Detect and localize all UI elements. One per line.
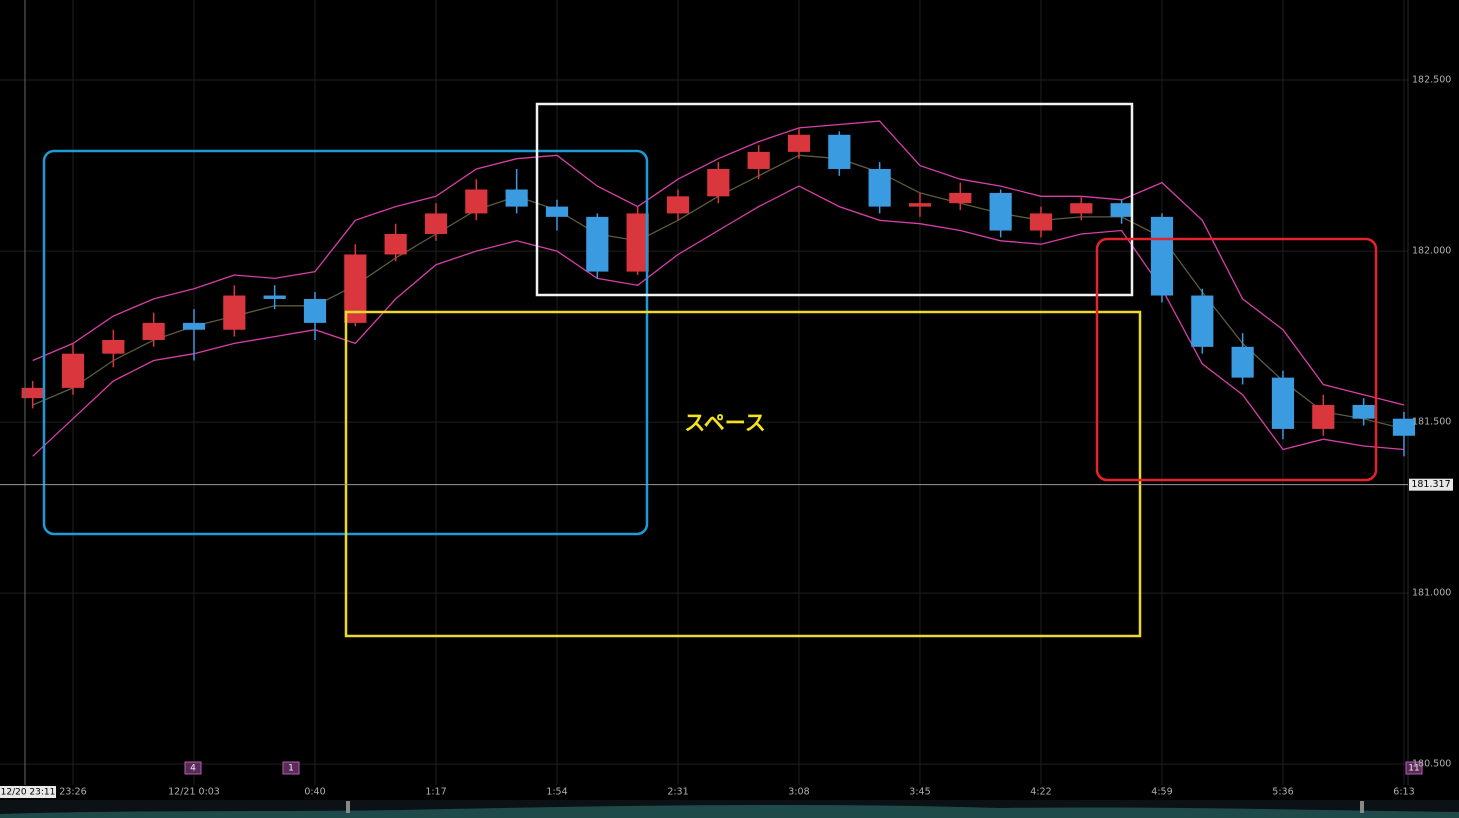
candle-body [545,206,569,217]
x-tick-label: 1:17 [425,787,446,798]
candle-body [344,254,367,323]
y-tick-label: 180.500 [1412,759,1451,770]
candle-body [1231,346,1254,378]
event-marker-label: 4 [190,764,196,774]
candle-body [303,298,327,323]
scroll-handle[interactable] [1360,801,1364,813]
candle-body [1392,418,1416,436]
event-marker-label: 1 [288,764,294,774]
candle-body [586,216,609,272]
band-lower [32,185,1405,457]
y-tick-label: 182.000 [1412,246,1451,257]
x-tick-label: 0:40 [304,787,325,798]
candle-body [1312,404,1335,429]
x-tick-label: 23:26 [59,787,86,798]
candle-body [505,189,528,207]
x-tick-label: 3:45 [909,787,930,798]
candle-body [1352,404,1375,419]
candle-body [707,168,730,197]
candle-body [182,322,206,330]
candle-body [626,213,649,272]
candle-body [102,339,125,354]
annotation: スペース [684,411,765,435]
candle-body [263,295,286,299]
candle-body [142,322,165,340]
y-tick-label: 181.000 [1412,588,1451,599]
candle-body [1271,377,1295,429]
candle-body [989,192,1012,231]
candle-body [384,233,407,255]
candle-body [666,196,690,214]
candle-body [1191,295,1214,347]
x-tick-label: 6:13 [1393,787,1414,798]
crosshair-label: 12/20 23:11 [1,788,56,798]
event-marker [184,761,202,775]
band-upper [32,120,1405,406]
candle-body [465,189,488,214]
candles [21,127,1416,457]
highlight-box [535,102,1134,297]
candle-body [787,134,811,152]
candle-body [61,353,85,388]
highlight-box [344,310,1142,638]
candle-body [1110,203,1133,217]
price-label: 181.317 [1411,479,1450,490]
candle-body [908,203,932,207]
x-tick-label: 12/21 0:03 [168,787,220,798]
candle-body [747,151,770,169]
event-marker-label: 11 [1408,764,1419,774]
event-markers: 4 1 11 [184,761,1423,775]
y-tick-label: 181.500 [1412,417,1451,428]
candle-body [1070,203,1093,214]
candle-body [868,168,891,207]
navigator-area [0,804,1459,818]
x-tick-label: 4:59 [1151,787,1172,798]
candle-body [1029,213,1053,231]
candle-body [828,134,851,169]
candle-body [21,387,44,399]
highlight-box [1095,237,1378,482]
event-marker [1405,761,1423,775]
candle-body [424,213,448,234]
x-tick-label: 2:31 [667,787,688,798]
x-tick-label: 3:08 [788,787,809,798]
candle-body [223,295,246,330]
candle-body [949,192,972,204]
x-tick-label: 4:22 [1030,787,1051,798]
price-label-box [1409,478,1453,491]
x-tick-label: 5:36 [1272,787,1293,798]
x-tick-label: 1:54 [546,787,567,798]
y-tick-label: 182.500 [1412,75,1451,86]
candle-body [1150,216,1174,296]
scroll-handle[interactable] [346,801,350,813]
crosshair-label-box [0,786,56,798]
event-marker [282,761,300,775]
